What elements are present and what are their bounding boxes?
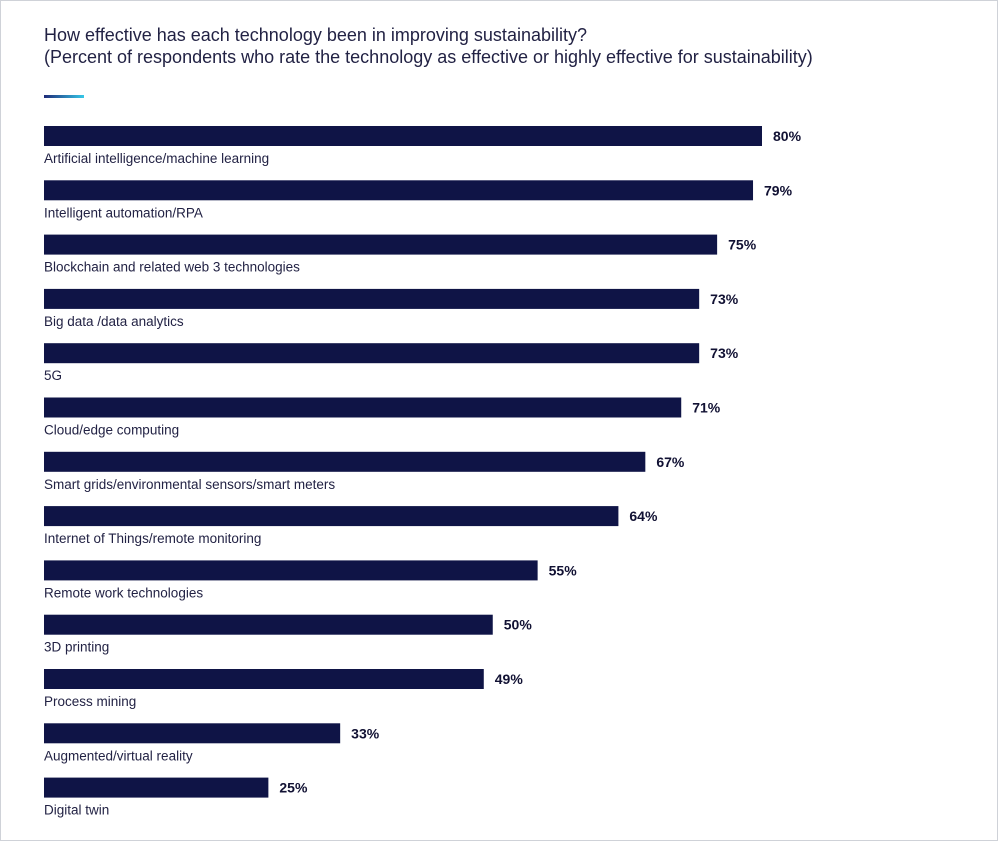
chart-title-line-1: How effective has each technology been i… bbox=[44, 25, 587, 45]
value-label-1: 79% bbox=[764, 182, 793, 198]
value-label-2: 75% bbox=[728, 237, 757, 253]
value-label-12: 25% bbox=[279, 780, 308, 796]
title-accent-line bbox=[44, 95, 84, 98]
bar-9 bbox=[44, 614, 493, 635]
category-label-6: Smart grids/environmental sensors/smart … bbox=[44, 477, 335, 492]
bar-3 bbox=[44, 288, 700, 309]
value-label-11: 33% bbox=[351, 725, 380, 741]
category-label-12: Digital twin bbox=[44, 803, 109, 818]
value-label-4: 73% bbox=[710, 345, 739, 361]
category-label-11: Augmented/virtual reality bbox=[44, 748, 193, 763]
category-label-4: 5G bbox=[44, 368, 62, 383]
category-label-9: 3D printing bbox=[44, 640, 109, 655]
category-label-5: Cloud/edge computing bbox=[44, 423, 179, 438]
category-label-7: Internet of Things/remote monitoring bbox=[44, 531, 261, 546]
value-label-8: 55% bbox=[549, 562, 578, 578]
chart-title: How effective has each technology been i… bbox=[44, 24, 974, 68]
value-label-6: 67% bbox=[656, 454, 685, 470]
category-label-0: Artificial intelligence/machine learning bbox=[44, 151, 269, 166]
bar-0 bbox=[44, 126, 762, 146]
bar-8 bbox=[44, 560, 538, 581]
category-label-3: Big data /data analytics bbox=[44, 314, 184, 329]
category-label-10: Process mining bbox=[44, 694, 136, 709]
value-label-9: 50% bbox=[504, 617, 533, 633]
bar-10 bbox=[44, 669, 484, 689]
bar-5 bbox=[44, 397, 682, 418]
bar-6 bbox=[44, 451, 646, 472]
value-label-0: 80% bbox=[773, 128, 802, 144]
category-label-2: Blockchain and related web 3 technologie… bbox=[44, 260, 300, 275]
bar-7 bbox=[44, 506, 619, 527]
bar-1 bbox=[44, 180, 754, 201]
value-label-5: 71% bbox=[692, 400, 721, 416]
category-label-1: Intelligent automation/RPA bbox=[44, 205, 203, 220]
value-label-10: 49% bbox=[495, 671, 524, 687]
value-label-7: 64% bbox=[629, 508, 658, 524]
bar-2 bbox=[44, 234, 718, 255]
bar-11 bbox=[44, 723, 341, 744]
bar-12 bbox=[44, 777, 269, 798]
value-label-3: 73% bbox=[710, 291, 739, 307]
category-label-8: Remote work technologies bbox=[44, 585, 203, 600]
bar-4 bbox=[44, 343, 700, 364]
chart-subtitle: (Percent of respondents who rate the tec… bbox=[44, 47, 813, 67]
